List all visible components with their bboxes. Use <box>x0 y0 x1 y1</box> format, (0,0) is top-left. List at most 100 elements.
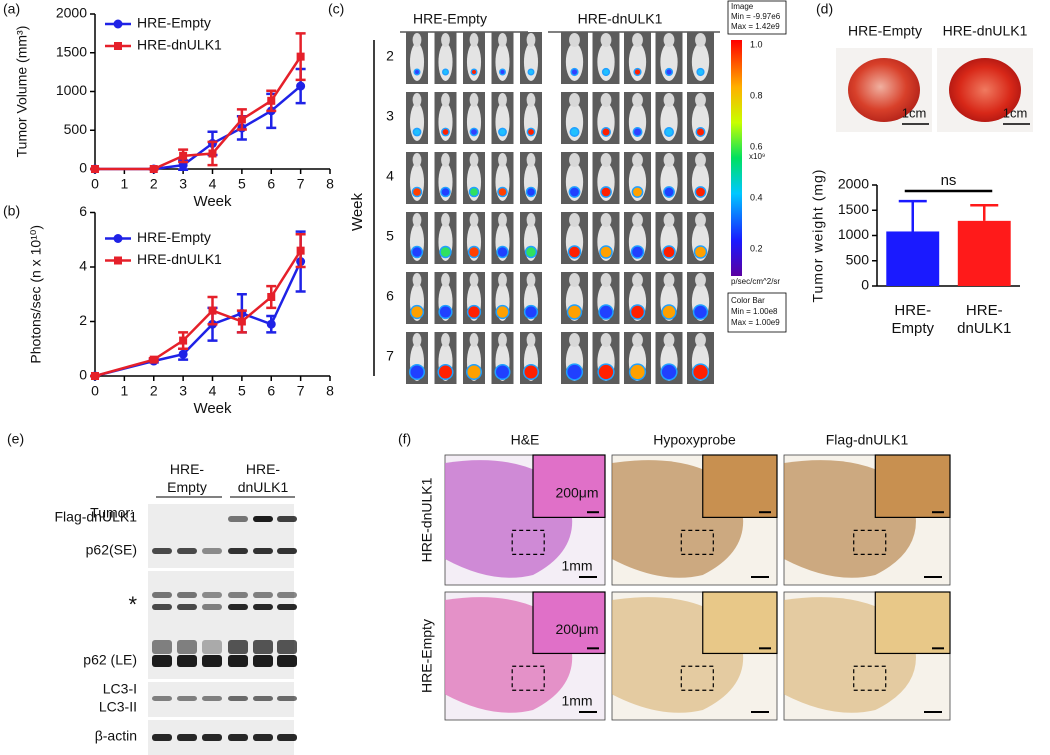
band <box>277 548 297 554</box>
point <box>91 165 99 173</box>
mouse-head <box>498 333 507 347</box>
band <box>228 655 248 667</box>
signal <box>415 70 419 74</box>
y-axis-label: Tumor weight (mg) <box>810 169 826 303</box>
panel-label: (a) <box>3 1 20 17</box>
mouse-head <box>663 273 675 287</box>
mouse-head <box>632 333 643 347</box>
x-tick-label: 1 <box>120 176 128 192</box>
info-box <box>727 0 787 35</box>
mouse-head <box>632 33 643 47</box>
group-label: HRE-dnULK1 <box>578 11 663 27</box>
x-axis-label: Week <box>193 193 232 210</box>
inset <box>874 591 951 655</box>
point <box>296 246 305 255</box>
band <box>177 734 197 741</box>
signal <box>414 129 420 135</box>
signal <box>568 305 581 319</box>
signal <box>666 69 672 75</box>
signal <box>496 365 509 379</box>
week-label: 5 <box>386 228 394 244</box>
panel-label: (c) <box>328 1 344 17</box>
mouse-body <box>628 43 647 81</box>
band <box>152 640 172 654</box>
annotation: ns <box>941 172 957 189</box>
axis-label: Week <box>349 192 366 231</box>
mouse-head <box>526 213 536 227</box>
y-tick-label: 500 <box>846 251 870 267</box>
signal <box>443 70 448 74</box>
y-axis-label: Photons/sec (n x 10¹⁰) <box>28 225 44 364</box>
week-label: 2 <box>386 48 394 64</box>
inset <box>532 591 606 655</box>
signal <box>496 306 509 318</box>
point <box>267 292 276 301</box>
signal <box>413 188 421 196</box>
column-label: H&E <box>511 432 540 448</box>
x-tick-label: 8 <box>326 383 334 399</box>
band <box>253 640 273 654</box>
tumor <box>848 58 920 122</box>
mouse-body <box>565 43 584 81</box>
band <box>277 640 297 654</box>
y-axis-label: Tumor Volume (mm³) <box>14 26 30 158</box>
colorbar-unit: p/sec/cm^2/sr <box>731 277 780 286</box>
point <box>237 115 246 124</box>
x-tick-label: 4 <box>209 176 217 192</box>
signal <box>471 129 477 135</box>
band <box>202 548 222 554</box>
y-tick-label: 1500 <box>838 201 869 217</box>
info-text: Color Bar <box>731 296 765 305</box>
signal <box>598 364 614 380</box>
mouse-head <box>441 93 450 107</box>
mouse-head <box>663 333 675 347</box>
band <box>277 696 297 701</box>
band <box>202 696 222 701</box>
mouse-head <box>498 273 507 287</box>
inset <box>702 454 778 519</box>
mouse-body <box>523 43 539 81</box>
mouse-head <box>569 273 580 287</box>
mouse-body <box>597 43 615 81</box>
point <box>179 336 188 345</box>
mouse-head <box>695 93 706 107</box>
signal <box>603 69 609 75</box>
mouse-head <box>412 273 422 287</box>
legend-label: HRE-dnULK1 <box>137 37 222 53</box>
row-label: β-actin <box>95 728 137 744</box>
mouse-head <box>663 93 675 107</box>
signal <box>498 188 507 196</box>
signal <box>634 128 641 136</box>
photo-label: HRE-Empty <box>848 23 922 39</box>
band <box>228 516 248 522</box>
row-label: p62(SE) <box>86 542 137 558</box>
signal <box>634 69 641 75</box>
inset-scale-label: 200μm <box>555 485 598 501</box>
inset <box>702 591 778 655</box>
inset <box>532 454 606 519</box>
signal <box>529 70 533 74</box>
info-text: Min = 1.00e8 <box>731 307 778 316</box>
mouse-head <box>600 273 612 287</box>
signal <box>468 306 480 318</box>
signal <box>571 69 578 75</box>
row-label: p62 (LE) <box>83 652 137 668</box>
band <box>228 548 248 554</box>
mouse-head <box>469 213 479 227</box>
series-line <box>94 249 302 378</box>
signal <box>439 306 452 318</box>
band <box>152 655 172 667</box>
panel-label: (f) <box>398 431 411 447</box>
mouse-head <box>441 333 450 347</box>
mouse-head <box>412 333 422 347</box>
mouse-head <box>632 93 643 107</box>
info-box <box>727 292 787 333</box>
mouse-head <box>469 33 479 47</box>
mouse-head <box>632 213 643 227</box>
x-tick-label: 2 <box>150 383 158 399</box>
tumor <box>949 58 1021 122</box>
y-tick-label: 500 <box>64 121 88 137</box>
week-label: 6 <box>386 288 394 304</box>
mouse-head <box>600 93 612 107</box>
mouse-head <box>526 153 536 167</box>
